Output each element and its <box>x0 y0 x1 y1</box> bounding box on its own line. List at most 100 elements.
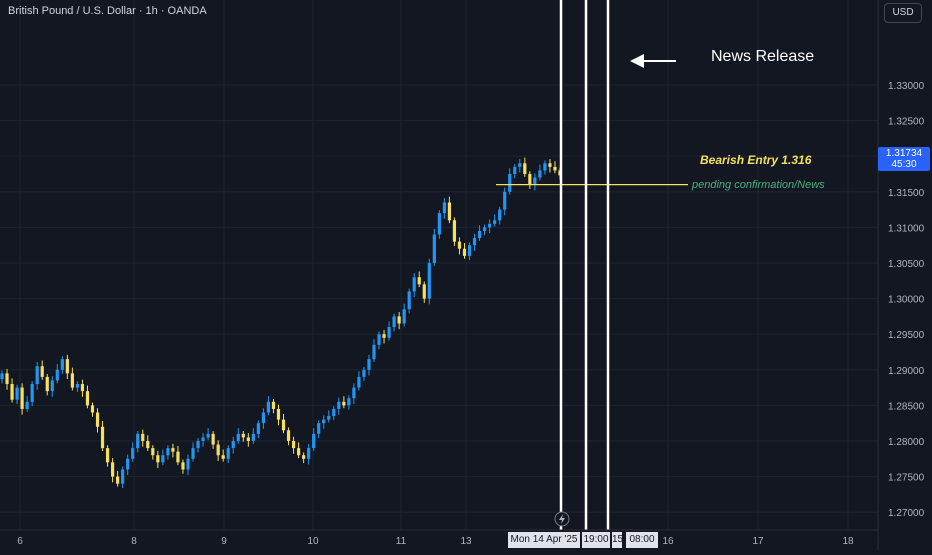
candle-body <box>100 426 105 449</box>
x-tick-label: 8 <box>131 536 137 547</box>
candle-body <box>372 344 376 360</box>
candle-body <box>312 433 316 449</box>
candle-body <box>171 448 175 452</box>
candle-body <box>427 262 431 299</box>
candle-body <box>131 448 135 459</box>
candle-body <box>55 369 59 381</box>
candle-body <box>472 238 477 246</box>
y-tick-label: 1.27500 <box>888 473 925 484</box>
candle-body <box>422 284 426 299</box>
candle-body <box>10 384 14 400</box>
candle-body <box>347 398 351 406</box>
candle-body <box>95 412 100 427</box>
candle-body <box>302 455 306 459</box>
candle-body <box>75 384 80 388</box>
candle-body <box>246 437 250 441</box>
candle-body <box>307 448 311 459</box>
candle-body <box>241 433 245 438</box>
x-tick-label: 16 <box>662 536 674 547</box>
candle-body <box>417 277 421 285</box>
candle-body <box>296 448 301 456</box>
candle-body <box>80 384 85 392</box>
candle-body <box>462 248 467 256</box>
candle-body <box>447 202 452 221</box>
currency-button[interactable]: USD <box>884 3 922 23</box>
candle-body <box>136 433 140 449</box>
candle-body <box>161 455 165 463</box>
candle-body <box>528 173 532 185</box>
candle-body <box>70 373 74 388</box>
candle-body <box>432 234 436 263</box>
candle-body <box>60 359 64 370</box>
candle-body <box>276 408 281 420</box>
candle-body <box>322 419 326 424</box>
candle-body <box>387 327 391 338</box>
current-price: 1.31734 <box>885 148 923 159</box>
candle-body <box>412 277 416 292</box>
bar-countdown: 45:30 <box>891 159 917 170</box>
candle-body <box>377 334 381 345</box>
candle-body <box>191 448 195 459</box>
pending-confirmation-label[interactable]: pending confirmation/News <box>692 179 825 191</box>
candle-body <box>392 316 396 328</box>
y-tick-label: 1.29500 <box>888 330 925 341</box>
candle-body <box>261 412 266 424</box>
candle-body <box>206 433 210 438</box>
candle-body <box>50 380 54 392</box>
y-tick-label: 1.27000 <box>888 508 925 519</box>
candle-body <box>548 163 552 167</box>
candle-body <box>503 191 507 210</box>
candle-body <box>146 440 150 449</box>
candle-body <box>342 401 346 406</box>
y-tick-label: 1.30000 <box>888 295 925 306</box>
candle-body <box>357 376 361 388</box>
candle-body <box>156 455 160 463</box>
time-badge-2: 08:00 <box>626 532 658 548</box>
crosshair-date-badge: Mon 14 Apr '25 <box>508 532 580 548</box>
time-badge-1: 19:00 <box>582 532 610 548</box>
candle-body <box>166 448 170 456</box>
candle-body <box>457 241 462 249</box>
candles <box>0 157 562 488</box>
lightning-icon[interactable] <box>554 511 570 527</box>
x-tick-label: 13 <box>460 536 472 547</box>
candle-body <box>251 433 255 441</box>
symbol-title[interactable]: British Pound / U.S. Dollar · 1h · OANDA <box>8 5 207 17</box>
candle-body <box>0 373 4 380</box>
y-tick-label: 1.28500 <box>888 401 925 412</box>
news-release-label[interactable]: News Release <box>711 48 815 65</box>
candle-body <box>382 334 386 338</box>
candle-body <box>256 423 260 434</box>
candle-body <box>85 391 90 406</box>
candle-body <box>482 227 487 231</box>
candle-body <box>196 440 200 449</box>
bearish-entry-label[interactable]: Bearish Entry 1.316 <box>700 153 812 167</box>
candle-body <box>327 416 331 420</box>
y-tick-label: 1.28000 <box>888 437 925 448</box>
candle-body <box>332 408 336 417</box>
candle-body <box>533 177 537 185</box>
x-tick-label: 17 <box>752 536 764 547</box>
candle-body <box>25 401 29 409</box>
candle-body <box>151 448 155 456</box>
candle-body <box>271 401 276 409</box>
left-arrow-icon[interactable] <box>630 54 676 68</box>
candle-body <box>231 440 235 449</box>
candle-body <box>121 469 125 484</box>
candle-body <box>35 366 39 385</box>
x-tick-label: 10 <box>307 536 319 547</box>
time-badge-partial: 15 <box>612 532 623 548</box>
candle-body <box>5 373 9 385</box>
candle-body <box>226 448 230 459</box>
candle-body <box>352 387 356 399</box>
candle-body <box>20 387 24 409</box>
candle-body <box>30 384 34 402</box>
candle-body <box>216 444 220 456</box>
candle-body <box>221 455 225 459</box>
candle-body <box>407 291 411 310</box>
y-tick-label: 1.33000 <box>888 81 925 92</box>
x-tick-label: 11 <box>396 536 407 547</box>
candle-body <box>437 213 441 235</box>
